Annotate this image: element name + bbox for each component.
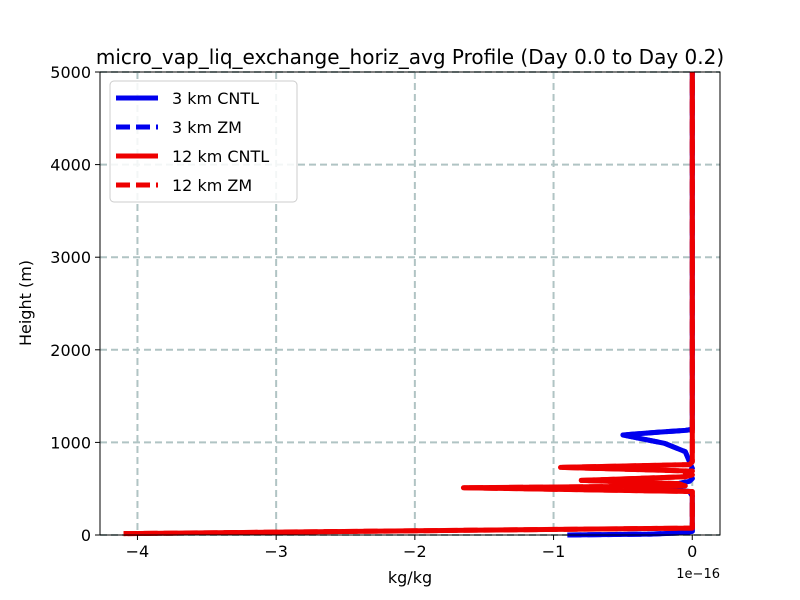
legend-box: [109, 80, 298, 203]
series-line-3: [123, 72, 695, 537]
x-tick-label: −2: [403, 542, 427, 561]
legend-label-0: 3 km CNTL: [172, 89, 259, 108]
y-tick-label: 4000: [50, 156, 91, 175]
y-tick-label: 3000: [50, 248, 91, 267]
chart-title: micro_vap_liq_exchange_horiz_avg Profile…: [96, 45, 724, 69]
y-axis-label: Height (m): [16, 260, 35, 346]
y-tick-label: 2000: [50, 341, 91, 360]
legend-label-2: 12 km CNTL: [172, 147, 269, 166]
x-tick-label: −3: [264, 542, 288, 561]
series-layer: [123, 72, 695, 538]
x-tick-label: 0: [687, 542, 697, 561]
x-axis-label: kg/kg: [388, 568, 432, 587]
x-offset-label: 1e−16: [676, 567, 720, 582]
x-tick-label: −1: [542, 542, 566, 561]
legend-label-1: 3 km ZM: [172, 118, 242, 137]
tick-layer: −4 −3 −2 −1 0 0 1000 2000 3000 4000 5000: [50, 63, 697, 561]
legend-label-3: 12 km ZM: [172, 176, 252, 195]
y-tick-label: 5000: [50, 63, 91, 82]
y-tick-label: 0: [81, 526, 91, 545]
plot-frame: [99, 71, 721, 536]
legend: 3 km CNTL 3 km ZM 12 km CNTL 12 km ZM: [109, 80, 298, 203]
x-tick-label: −4: [126, 542, 150, 561]
y-tick-label: 1000: [50, 433, 91, 452]
